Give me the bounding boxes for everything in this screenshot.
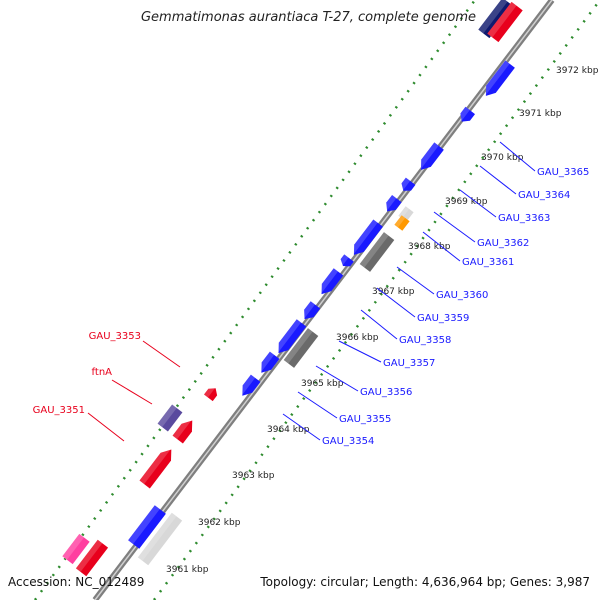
reverse-gene xyxy=(460,106,476,122)
topology-label: Topology: circular; Length: 4,636,964 bp… xyxy=(260,575,590,589)
kbp-tick-label: 3967 kbp xyxy=(372,287,415,297)
forward-gene xyxy=(75,539,109,577)
backbone-highlight xyxy=(94,0,553,600)
gene-label: GAU_3359 xyxy=(417,313,469,324)
kbp-tick-label: 3961 kbp xyxy=(166,565,209,575)
leader-line xyxy=(142,340,181,368)
kbp-tick-label: 3970 kbp xyxy=(481,153,524,163)
gene-label: GAU_3363 xyxy=(498,213,550,224)
leader-line xyxy=(360,309,398,340)
reverse-gene xyxy=(278,319,307,354)
gene-features xyxy=(62,0,523,577)
reverse-gene xyxy=(260,351,280,373)
kbp-tick-label: 3964 kbp xyxy=(267,425,310,435)
purple-feature xyxy=(157,404,183,432)
forward-gene xyxy=(139,449,172,489)
gene-label: GAU_3353 xyxy=(89,331,141,342)
kbp-tick-label: 3966 kbp xyxy=(336,333,379,343)
leader-line xyxy=(376,287,416,318)
inner-tick-ring xyxy=(152,0,600,600)
grey-feature xyxy=(283,328,319,368)
gene-label: GAU_3357 xyxy=(383,358,435,369)
reverse-gene xyxy=(321,268,344,295)
kbp-tick-labels: 3961 kbp 3962 kbp 3963 kbp 3964 kbp 3965 kbp… xyxy=(166,66,599,575)
gene-label: GAU_3361 xyxy=(462,257,514,268)
kbp-tick-label: 3965 kbp xyxy=(301,379,344,389)
grey-feature xyxy=(359,232,395,272)
reverse-gene xyxy=(304,301,321,320)
leader-line xyxy=(87,412,125,442)
leader-line xyxy=(433,211,476,243)
genome-title: Gemmatimonas aurantiaca T-27, complete g… xyxy=(140,10,476,25)
kbp-tick-label: 3971 kbp xyxy=(519,109,562,119)
leader-line xyxy=(479,165,517,195)
gene-labels: GAU_3354 GAU_3355 GAU_3356 GAU_3357 GAU_3358… xyxy=(33,141,589,447)
leader-line xyxy=(338,340,382,363)
reverse-gene xyxy=(128,505,166,549)
leader-line xyxy=(499,141,536,172)
leader-line xyxy=(297,391,338,419)
gene-label: GAU_3354 xyxy=(322,436,374,447)
white-feature xyxy=(137,512,183,566)
reverse-gene xyxy=(485,60,515,96)
forward-gene xyxy=(203,387,218,402)
gene-label: ftnA xyxy=(92,367,113,378)
gene-label: GAU_3360 xyxy=(436,290,488,301)
gene-label: GAU_3364 xyxy=(518,190,570,201)
reverse-gene xyxy=(386,195,402,212)
kbp-tick-label: 3969 kbp xyxy=(445,197,488,207)
kbp-tick-label: 3962 kbp xyxy=(198,518,241,528)
gene-label: GAU_3356 xyxy=(360,387,412,398)
trna-feature xyxy=(394,215,410,231)
reverse-gene xyxy=(401,177,416,191)
forward-gene xyxy=(487,1,523,43)
leader-line xyxy=(282,413,321,441)
kbp-tick-label: 3972 kbp xyxy=(556,66,599,76)
dark-feature xyxy=(478,0,514,39)
reverse-gene xyxy=(353,219,383,255)
gene-label: GAU_3358 xyxy=(399,335,451,346)
outer-tick-ring xyxy=(33,0,477,600)
forward-gene xyxy=(172,420,193,444)
leader-line xyxy=(422,231,461,262)
leader-line xyxy=(396,266,435,295)
gene-label: GAU_3362 xyxy=(477,238,529,249)
leader-line xyxy=(315,365,359,392)
leader-line xyxy=(459,189,497,218)
gene-label: GAU_3365 xyxy=(537,167,589,178)
reverse-gene xyxy=(241,374,261,396)
kbp-tick-label: 3963 kbp xyxy=(232,471,275,481)
accession-label: Accession: NC_012489 xyxy=(8,575,145,589)
pink-feature xyxy=(62,533,90,565)
reverse-gene xyxy=(340,254,354,267)
gene-label: GAU_3355 xyxy=(339,414,391,425)
gene-label: GAU_3351 xyxy=(33,405,85,416)
reverse-gene xyxy=(420,142,444,170)
leader-line xyxy=(111,379,153,405)
kbp-tick-label: 3968 kbp xyxy=(408,242,451,252)
